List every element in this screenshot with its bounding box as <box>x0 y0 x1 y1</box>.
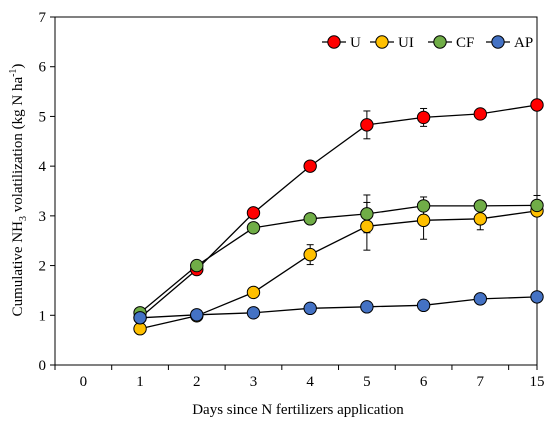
data-point-UI <box>416 213 431 228</box>
legend-marker-UI <box>375 35 389 49</box>
data-point-U <box>246 206 261 220</box>
y-tick-label: 3 <box>39 209 47 225</box>
data-point-UI <box>246 285 261 300</box>
data-point-U <box>416 110 431 125</box>
data-point-AP <box>360 300 374 314</box>
data-point-CF <box>303 212 317 226</box>
y-tick-label: 6 <box>39 60 47 76</box>
y-tick-label: 0 <box>39 358 47 374</box>
data-point-AP <box>303 301 317 316</box>
data-point-CF <box>416 199 431 213</box>
data-point-U <box>530 98 544 112</box>
y-tick-label: 7 <box>39 10 47 26</box>
x-tick-label: 3 <box>250 374 258 390</box>
x-tick-label: 2 <box>193 374 201 390</box>
y-axis-label: Cumulative NH3 volatilization (kg N ha-1… <box>8 64 29 317</box>
y-axis-label-subscript: 3 <box>18 216 29 221</box>
series-line-AP <box>140 296 538 319</box>
x-tick-label: 0 <box>80 374 88 390</box>
y-tick-label: 2 <box>39 259 47 275</box>
data-point-AP <box>530 290 544 304</box>
data-point-UI <box>473 212 487 226</box>
data-point-AP <box>190 308 204 322</box>
data-point-UI <box>360 219 374 233</box>
y-axis-label-part: ) <box>10 64 26 69</box>
data-point-CF <box>530 198 544 213</box>
data-point-CF <box>473 199 487 213</box>
series-line-CF <box>139 204 538 314</box>
axes: 0 1 2 3 4 5 6 7 0 1 2 3 4 5 6 7 15 <box>39 10 545 390</box>
x-tick-label: 6 <box>420 374 428 390</box>
series-line-UI <box>139 210 538 330</box>
legend-label-CF: CF <box>456 35 474 51</box>
chart-marks <box>133 98 544 336</box>
data-point-AP <box>133 311 147 325</box>
y-axis-label-superscript: -1 <box>8 69 19 77</box>
data-point-CF <box>360 207 374 221</box>
y-tick-label: 5 <box>39 109 47 125</box>
data-point-U <box>473 107 487 121</box>
x-tick-label: 15 <box>530 374 545 390</box>
data-point-U <box>360 118 374 132</box>
x-tick-label: 1 <box>136 374 144 390</box>
plot-frame <box>54 16 538 366</box>
data-point-U <box>303 159 317 173</box>
x-tick-label: 4 <box>306 374 314 390</box>
y-tick-label: 1 <box>39 308 47 324</box>
y-tick-label: 4 <box>39 159 47 175</box>
x-tick-label: 7 <box>477 374 485 390</box>
legend: U UI CF AP <box>322 35 533 51</box>
y-axis-label-part: Cumulative NH <box>10 221 26 317</box>
data-point-CF <box>246 221 261 235</box>
x-tick-label: 5 <box>363 374 371 390</box>
data-point-AP <box>473 292 487 306</box>
legend-marker-AP <box>491 35 505 49</box>
data-point-CF <box>190 258 204 273</box>
legend-marker-CF <box>433 35 447 49</box>
x-axis-label: Days since N fertilizers application <box>192 402 404 418</box>
data-point-AP <box>416 298 431 313</box>
legend-label-U: U <box>350 35 361 51</box>
data-point-AP <box>246 306 261 320</box>
legend-label-AP: AP <box>514 35 533 51</box>
data-point-UI <box>303 247 317 262</box>
legend-marker-U <box>327 35 341 49</box>
legend-label-UI: UI <box>398 35 414 51</box>
y-axis-label-part: volatilization (kg N ha <box>10 77 26 216</box>
